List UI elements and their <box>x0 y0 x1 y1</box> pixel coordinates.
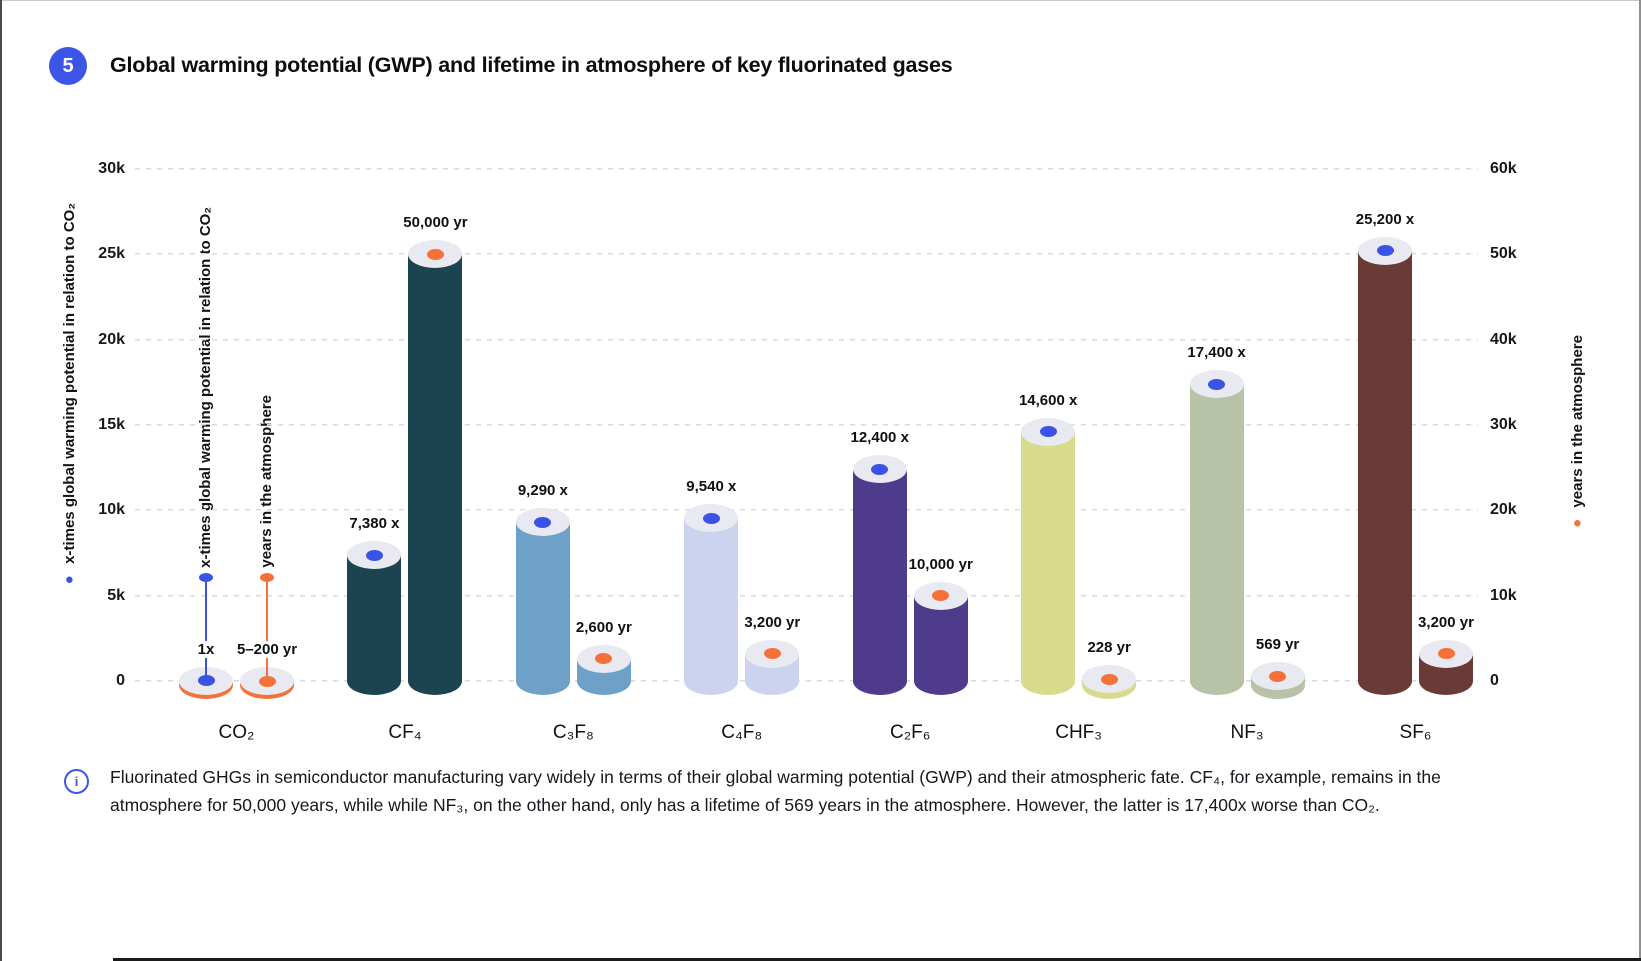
lifetime-dot-icon <box>1269 670 1287 682</box>
left-axis-tick: 25k <box>98 245 125 263</box>
value-label: 3,200 yr <box>744 613 801 631</box>
value-label: 2,600 yr <box>575 618 632 636</box>
lifetime-dot-icon <box>258 675 276 687</box>
lifetime-dot-icon <box>1437 648 1455 660</box>
value-label: 1x <box>194 640 218 658</box>
gwp-dot-icon <box>1376 245 1394 257</box>
lifetime-dot-icon <box>595 653 613 665</box>
gridline <box>135 424 1478 426</box>
bar-body <box>1189 384 1244 681</box>
left-axis-tick: 5k <box>107 586 125 604</box>
bar-body <box>852 469 907 681</box>
window-top-border <box>0 0 1641 1</box>
gwp-dot-icon <box>197 675 215 687</box>
bar-body <box>1358 250 1412 681</box>
gwp-dot-icon <box>871 463 889 475</box>
gwp-dot-icon <box>1208 378 1226 390</box>
co2-gwp-callout-label: x-times global warming potential in rela… <box>197 207 214 568</box>
window-bottom-border <box>113 958 1641 961</box>
gridline <box>135 338 1478 341</box>
value-label: 12,400 x <box>850 429 909 447</box>
bar-body <box>913 595 968 681</box>
gwp-dot-icon <box>534 516 552 528</box>
left-axis-tick: 30k <box>98 160 125 177</box>
value-label: 9,290 x <box>517 482 568 500</box>
gwp-dot-icon <box>1039 426 1057 438</box>
right-axis-tick: 40k <box>1490 330 1517 348</box>
lifetime-dot-icon <box>426 248 444 260</box>
left-axis-tick: 20k <box>98 330 125 348</box>
value-label: 50,000 yr <box>403 214 468 232</box>
bar-body <box>684 518 739 681</box>
value-label: 7,380 x <box>349 515 400 533</box>
value-label: 569 yr <box>1255 636 1300 654</box>
category-label: NF₃ <box>1230 722 1264 743</box>
window-left-border <box>0 0 2 961</box>
value-label: 14,600 x <box>1018 391 1078 409</box>
co2-callout-line <box>205 578 207 681</box>
co2-callout-dot-icon <box>199 573 213 582</box>
gridline <box>135 168 1478 170</box>
category-label: SF₆ <box>1399 722 1432 743</box>
left-axis-tick: 15k <box>98 416 125 433</box>
note-text: Fluorinated GHGs in semiconductor manufa… <box>110 767 1441 815</box>
right-axis-label-text: years in the atmosphere <box>1569 334 1586 508</box>
category-label: C₃F₈ <box>552 722 594 743</box>
bar-body <box>515 522 570 681</box>
bar-body <box>408 254 463 681</box>
category-label: C₂F₆ <box>890 722 931 743</box>
right-axis-tick: 20k <box>1490 501 1517 519</box>
co2-callout-line <box>266 578 268 681</box>
right-axis-tick: 50k <box>1490 245 1517 263</box>
chart-title: Global warming potential (GWP) and lifet… <box>110 53 953 77</box>
left-axis-tick: 0 <box>116 672 125 689</box>
right-axis-tick: 30k <box>1490 416 1517 433</box>
gridline <box>135 680 1478 682</box>
right-axis-label: ● years in the atmosphere <box>1569 335 1587 532</box>
category-label: CO₂ <box>218 722 255 743</box>
co2-lifetime-callout-label: years in the atmosphere <box>258 395 275 568</box>
value-label: 3,200 yr <box>1418 613 1474 631</box>
gwp-dot-icon <box>702 512 720 524</box>
value-label: 25,200 x <box>1355 210 1415 228</box>
figure-number-badge: 5 <box>49 47 87 85</box>
lifetime-dot-icon <box>1100 673 1118 685</box>
right-axis-tick: 10k <box>1490 586 1517 604</box>
lifetime-dot-icon <box>932 590 950 602</box>
info-icon: i <box>64 769 89 794</box>
right-axis-tick: 60k <box>1490 160 1517 177</box>
gridline <box>135 253 1478 256</box>
right-axis-tick: 0 <box>1490 672 1499 689</box>
value-label: 17,400 x <box>1187 344 1246 362</box>
window-right-border <box>1639 0 1641 961</box>
value-label: 9,540 x <box>686 478 737 496</box>
value-label: 228 yr <box>1087 639 1131 657</box>
category-label: C₄F₈ <box>721 722 763 743</box>
value-label: 10,000 yr <box>908 555 973 573</box>
lifetime-dot-icon <box>763 648 781 660</box>
gridline <box>135 594 1478 597</box>
gridline <box>135 509 1478 512</box>
category-label: CHF₃ <box>1055 722 1103 743</box>
bar-body <box>347 555 402 681</box>
left-axis-tick: 10k <box>98 501 125 519</box>
gwp-dot-icon <box>365 549 383 561</box>
lifetime-series-dot-icon: ● <box>1569 507 1586 532</box>
category-label: CF₄ <box>388 722 422 743</box>
bar-body <box>1021 431 1076 681</box>
co2-callout-dot-icon <box>260 573 274 582</box>
value-label: 5–200 yr <box>233 641 301 658</box>
